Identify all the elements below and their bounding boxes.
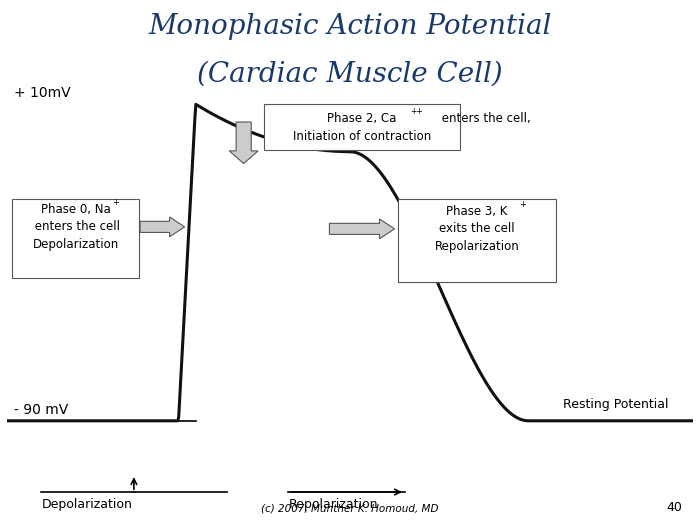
Text: +: + bbox=[112, 198, 119, 207]
Text: Phase 0, Na: Phase 0, Na bbox=[41, 203, 111, 216]
Text: 40: 40 bbox=[667, 501, 682, 514]
Text: Resting Potential: Resting Potential bbox=[563, 398, 668, 411]
Text: + 10mV: + 10mV bbox=[14, 86, 71, 100]
Text: Phase 3, K: Phase 3, K bbox=[446, 205, 508, 217]
Text: Repolarization: Repolarization bbox=[435, 240, 519, 253]
Text: Monophasic Action Potential: Monophasic Action Potential bbox=[148, 13, 552, 40]
FancyBboxPatch shape bbox=[13, 199, 139, 278]
Text: +: + bbox=[519, 200, 526, 209]
FancyArrow shape bbox=[330, 219, 395, 239]
Text: Initiation of contraction: Initiation of contraction bbox=[293, 130, 430, 143]
Text: Repolarization: Repolarization bbox=[288, 498, 378, 511]
FancyArrow shape bbox=[140, 217, 185, 237]
Text: Depolarization: Depolarization bbox=[41, 498, 132, 511]
FancyBboxPatch shape bbox=[398, 199, 556, 282]
Text: (Cardiac Muscle Cell): (Cardiac Muscle Cell) bbox=[197, 61, 503, 88]
Text: enters the cell: enters the cell bbox=[31, 220, 120, 234]
Text: - 90 mV: - 90 mV bbox=[14, 403, 68, 417]
Text: Phase 2, Ca: Phase 2, Ca bbox=[327, 111, 396, 124]
Text: ++: ++ bbox=[410, 107, 423, 116]
Text: Depolarization: Depolarization bbox=[32, 238, 119, 251]
FancyBboxPatch shape bbox=[265, 104, 460, 150]
FancyArrow shape bbox=[230, 122, 258, 164]
Text: exits the cell: exits the cell bbox=[439, 223, 514, 235]
Text: enters the cell,: enters the cell, bbox=[438, 111, 531, 124]
Text: (c) 2007, Munther K. Homoud, MD: (c) 2007, Munther K. Homoud, MD bbox=[261, 504, 439, 514]
